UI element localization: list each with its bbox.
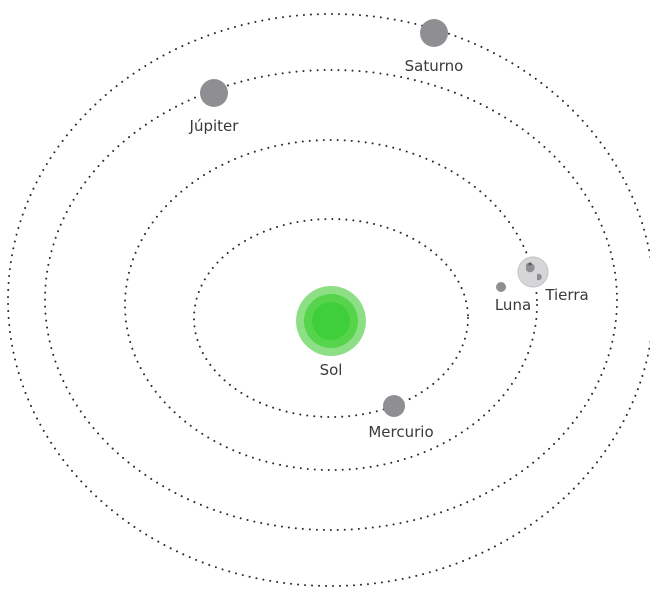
sun-core [312, 302, 350, 340]
moon-label: Luna [495, 296, 531, 314]
jupiter-orbit [44, 69, 618, 531]
mercury-orbit [193, 218, 469, 418]
jupiter-planet [200, 79, 228, 107]
mercury-label: Mercurio [368, 423, 433, 441]
earth-label: Tierra [544, 286, 588, 304]
saturn-planet [420, 19, 448, 47]
sun [296, 286, 366, 356]
moon [496, 282, 506, 292]
earth-planet [517, 256, 549, 288]
mercury-planet [383, 395, 405, 417]
earth-continent [537, 273, 542, 281]
earth-orbit [124, 139, 538, 471]
saturn-label: Saturno [405, 57, 464, 75]
earth-globe [517, 256, 549, 288]
sun-label: Sol [320, 361, 343, 379]
earth-detail [528, 262, 532, 266]
earth-continent [526, 262, 535, 273]
jupiter-label: Júpiter [189, 117, 240, 135]
